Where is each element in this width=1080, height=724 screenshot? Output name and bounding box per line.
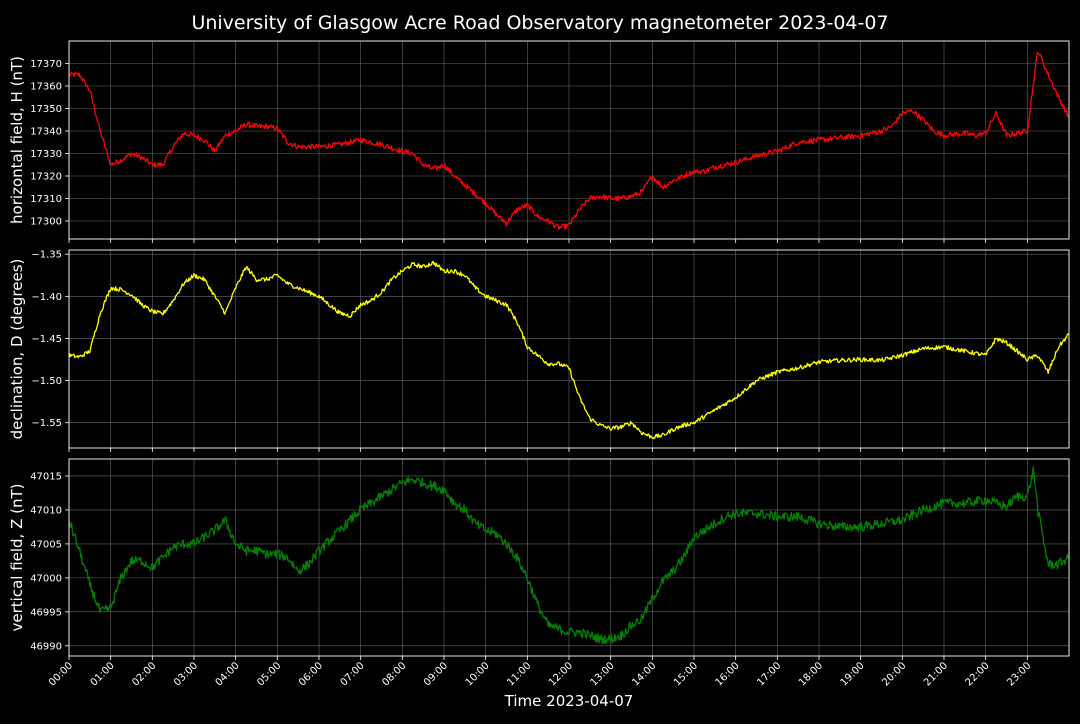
chart-panels: 17300 17310 17320 17330 17340 17350 17360 17370…: [8, 40, 1070, 689]
y-tick-label: 47000: [30, 573, 62, 584]
y-tick-label: 46995: [30, 607, 62, 618]
y-axis-label: declination, D (degrees): [8, 259, 26, 440]
y-tick-label: 17340: [30, 127, 62, 138]
panel-z: 46990 46995 47000 47005 47010 47015 vertical f…: [8, 458, 1070, 660]
series-line-h: [68, 51, 1070, 231]
panel-d: −1.55 −1.50 −1.45 −1.40 −1.35 declination, D …: [8, 249, 1070, 452]
x-tick-label: 12:00: [547, 660, 575, 688]
y-tick-label: 17350: [30, 104, 62, 115]
x-tick-label: 08:00: [380, 660, 408, 688]
y-tick-label: −1.50: [31, 376, 62, 387]
x-axis-label: Time 2023-04-07: [504, 692, 634, 710]
y-tick-label: 17310: [30, 194, 62, 205]
y-tick-label: 17360: [30, 82, 62, 93]
x-tick-label: 05:00: [255, 660, 283, 688]
x-tick-label: 06:00: [297, 660, 325, 688]
y-tick-label: 17300: [30, 217, 62, 228]
axes-frame: [68, 458, 1070, 657]
y-tick-label: 47015: [30, 471, 62, 482]
x-tick-label: 16:00: [714, 660, 742, 688]
series-line-z: [68, 466, 1070, 645]
chart-title: University of Glasgow Acre Road Observat…: [191, 12, 888, 34]
y-tick-label: −1.35: [31, 250, 62, 261]
x-tick-label: 21:00: [922, 660, 950, 688]
x-tick-label: 09:00: [422, 660, 450, 688]
x-tick-label: 02:00: [130, 660, 158, 688]
x-tick-label: 04:00: [214, 660, 242, 688]
x-tick-label: 20:00: [880, 660, 908, 688]
y-tick-label: −1.40: [31, 292, 62, 303]
x-tick-label: 22:00: [964, 660, 992, 688]
y-tick-label: 17370: [30, 59, 62, 70]
y-axis-label: horizontal field, H (nT): [8, 56, 26, 224]
x-tick-label: 19:00: [839, 660, 867, 688]
x-tick-label: 18:00: [797, 660, 825, 688]
x-tick-label: 17:00: [755, 660, 783, 688]
y-tick-label: −1.45: [31, 334, 62, 345]
y-tick-label: 17320: [30, 172, 62, 183]
x-tick-label: 00:00: [47, 660, 75, 688]
panel-h: 17300 17310 17320 17330 17340 17350 17360 17370…: [8, 40, 1070, 243]
y-tick-label: 17330: [30, 149, 62, 160]
y-tick-label: 47010: [30, 505, 62, 516]
y-tick-label: 47005: [30, 539, 62, 550]
series-line-d: [68, 260, 1070, 440]
x-tick-label: 23:00: [1005, 660, 1033, 688]
axes-frame: [68, 249, 1070, 449]
x-tick-label: 03:00: [172, 660, 200, 688]
x-tick-label: 07:00: [339, 660, 367, 688]
x-tick-label: 10:00: [464, 660, 492, 688]
x-tick-label: 14:00: [630, 660, 658, 688]
y-tick-label: 46990: [30, 641, 62, 652]
y-tick-label: −1.55: [31, 418, 62, 429]
y-axis-label: vertical field, Z (nT): [8, 483, 26, 631]
x-tick-label: 13:00: [589, 660, 617, 688]
x-tick-label: 15:00: [672, 660, 700, 688]
axes-frame: [68, 40, 1070, 240]
x-tick-label: 01:00: [89, 660, 117, 688]
x-tick-label: 11:00: [505, 660, 533, 688]
